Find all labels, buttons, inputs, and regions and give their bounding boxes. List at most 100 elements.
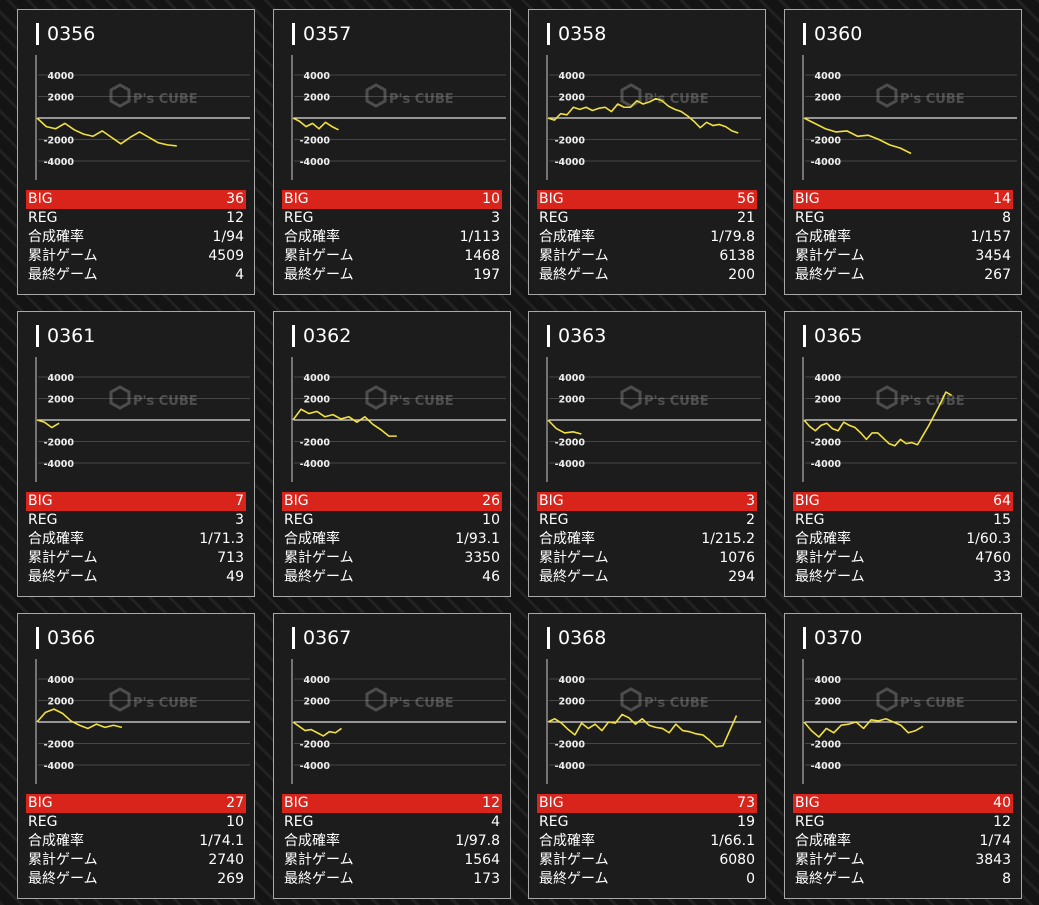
y-tick-label: 4000 bbox=[48, 675, 75, 686]
y-tick-label: 2000 bbox=[48, 93, 75, 104]
coin-line bbox=[547, 419, 582, 435]
stat-row-big: BIG 64 bbox=[793, 492, 1013, 511]
stat-value: 173 bbox=[473, 871, 500, 887]
stat-row-reg: REG 12 bbox=[26, 209, 246, 228]
stat-label: REG bbox=[795, 814, 825, 830]
stat-label: BIG bbox=[539, 493, 564, 509]
machine-card[interactable]: 4000 2000 -2000 -4000 P's CUBE 0366 BIG 27 RE… bbox=[17, 613, 255, 899]
coin-line bbox=[803, 717, 924, 738]
stat-label: 合成確率 bbox=[795, 531, 851, 547]
stat-label: REG bbox=[28, 210, 58, 226]
machine-card[interactable]: 4000 2000 -2000 -4000 P's CUBE 0357 BIG 10 RE… bbox=[273, 9, 511, 295]
watermark-logo: P's CUBE bbox=[620, 83, 709, 108]
stat-value: 1468 bbox=[464, 248, 500, 264]
coin-line bbox=[36, 708, 123, 730]
stat-label: 最終ゲーム bbox=[539, 569, 609, 585]
stat-value: 27 bbox=[226, 795, 244, 811]
stat-label: BIG bbox=[539, 191, 564, 207]
stat-value: 294 bbox=[728, 569, 755, 585]
stat-value: 1/74.1 bbox=[199, 833, 244, 849]
stat-row-total: 累計ゲーム 6080 bbox=[537, 851, 757, 870]
machine-number[interactable]: 0358 bbox=[547, 22, 606, 46]
y-tick-label: -2000 bbox=[300, 438, 331, 449]
stat-label: 最終ゲーム bbox=[795, 267, 865, 283]
title-marker bbox=[547, 325, 550, 347]
y-tick-label: -2000 bbox=[555, 438, 586, 449]
machine-number[interactable]: 0360 bbox=[803, 22, 862, 46]
machine-card[interactable]: 4000 2000 -2000 -4000 P's CUBE 0370 BIG 40 RE… bbox=[784, 613, 1022, 899]
stat-row-big: BIG 40 bbox=[793, 794, 1013, 813]
machine-card[interactable]: 4000 2000 -2000 -4000 P's CUBE 0361 BIG 7 REG… bbox=[17, 311, 255, 597]
machine-card[interactable]: 4000 2000 -2000 -4000 P's CUBE 0362 BIG 26 RE… bbox=[273, 311, 511, 597]
y-tick-label: -4000 bbox=[555, 157, 586, 168]
machine-number[interactable]: 0362 bbox=[292, 324, 351, 348]
cube-icon bbox=[620, 687, 642, 712]
stat-value: 1/94 bbox=[212, 229, 244, 245]
stat-row-big: BIG 56 bbox=[537, 190, 757, 209]
watermark-logo: P's CUBE bbox=[620, 385, 709, 410]
coin-line bbox=[547, 713, 738, 748]
stats-table: BIG 56 REG 21 合成確率 1/79.8 累計ゲーム 6138 最終ゲーム 20… bbox=[537, 190, 757, 285]
machine-number[interactable]: 0367 bbox=[292, 626, 351, 650]
cube-icon bbox=[876, 83, 898, 108]
stat-value: 15 bbox=[993, 512, 1011, 528]
stat-label: BIG bbox=[539, 795, 564, 811]
stat-row-reg: REG 3 bbox=[26, 511, 246, 530]
machine-number[interactable]: 0370 bbox=[803, 626, 862, 650]
stat-value: 1/60.3 bbox=[966, 531, 1011, 547]
coin-line bbox=[292, 117, 339, 131]
machine-number[interactable]: 0357 bbox=[292, 22, 351, 46]
stat-row-reg: REG 15 bbox=[793, 511, 1013, 530]
stat-row-last: 最終ゲーム 294 bbox=[537, 568, 757, 587]
y-tick-label: 4000 bbox=[304, 373, 331, 384]
coin-line bbox=[803, 117, 912, 155]
stat-value: 40 bbox=[993, 795, 1011, 811]
machine-card[interactable]: 4000 2000 -2000 -4000 P's CUBE 0368 BIG 73 RE… bbox=[528, 613, 766, 899]
stat-row-last: 最終ゲーム 269 bbox=[26, 870, 246, 889]
y-tick-label: 4000 bbox=[304, 71, 331, 82]
stat-row-reg: REG 3 bbox=[282, 209, 502, 228]
stat-value: 26 bbox=[482, 493, 500, 509]
machine-number[interactable]: 0368 bbox=[547, 626, 606, 650]
y-tick-label: 4000 bbox=[815, 71, 842, 82]
stat-row-last: 最終ゲーム 46 bbox=[282, 568, 502, 587]
stat-row-reg: REG 21 bbox=[537, 209, 757, 228]
coin-graph: 4000 2000 -2000 -4000 P's CUBE bbox=[291, 55, 506, 180]
stat-label: 合成確率 bbox=[284, 833, 340, 849]
y-tick-label: 2000 bbox=[304, 697, 331, 708]
stat-value: 33 bbox=[993, 569, 1011, 585]
machine-card[interactable]: 4000 2000 -2000 -4000 P's CUBE 0367 BIG 12 RE… bbox=[273, 613, 511, 899]
machine-id: 0368 bbox=[558, 627, 607, 649]
y-tick-label: -2000 bbox=[811, 740, 842, 751]
watermark-text: P's CUBE bbox=[133, 92, 198, 107]
machine-card[interactable]: 4000 2000 -2000 -4000 P's CUBE 0363 BIG 3 REG… bbox=[528, 311, 766, 597]
y-tick-label: -4000 bbox=[555, 761, 586, 772]
watermark-logo: P's CUBE bbox=[109, 385, 198, 410]
machine-card[interactable]: 4000 2000 -2000 -4000 P's CUBE 0358 BIG 56 RE… bbox=[528, 9, 766, 295]
title-marker bbox=[36, 325, 39, 347]
y-tick-label: 4000 bbox=[815, 373, 842, 384]
stat-label: REG bbox=[284, 210, 314, 226]
machine-card[interactable]: 4000 2000 -2000 -4000 P's CUBE 0356 BIG 36 RE… bbox=[17, 9, 255, 295]
stat-label: REG bbox=[284, 512, 314, 528]
stat-label: REG bbox=[539, 814, 569, 830]
stat-label: 合成確率 bbox=[284, 531, 340, 547]
stat-label: REG bbox=[795, 512, 825, 528]
title-marker bbox=[547, 23, 550, 45]
machine-number[interactable]: 0366 bbox=[36, 626, 95, 650]
machine-number[interactable]: 0363 bbox=[547, 324, 606, 348]
stat-label: 累計ゲーム bbox=[28, 248, 98, 264]
machine-number[interactable]: 0361 bbox=[36, 324, 95, 348]
machine-number[interactable]: 0365 bbox=[803, 324, 862, 348]
stat-value: 4 bbox=[491, 814, 500, 830]
stat-label: BIG bbox=[795, 493, 820, 509]
stat-value: 1564 bbox=[464, 852, 500, 868]
stat-row-total: 累計ゲーム 3843 bbox=[793, 851, 1013, 870]
machine-number[interactable]: 0356 bbox=[36, 22, 95, 46]
machine-card[interactable]: 4000 2000 -2000 -4000 P's CUBE 0365 BIG 64 RE… bbox=[784, 311, 1022, 597]
stat-label: 累計ゲーム bbox=[284, 852, 354, 868]
stat-value: 7 bbox=[235, 493, 244, 509]
machine-card[interactable]: 4000 2000 -2000 -4000 P's CUBE 0360 BIG 14 RE… bbox=[784, 9, 1022, 295]
machine-id: 0358 bbox=[558, 23, 607, 45]
y-tick-label: -2000 bbox=[811, 136, 842, 147]
